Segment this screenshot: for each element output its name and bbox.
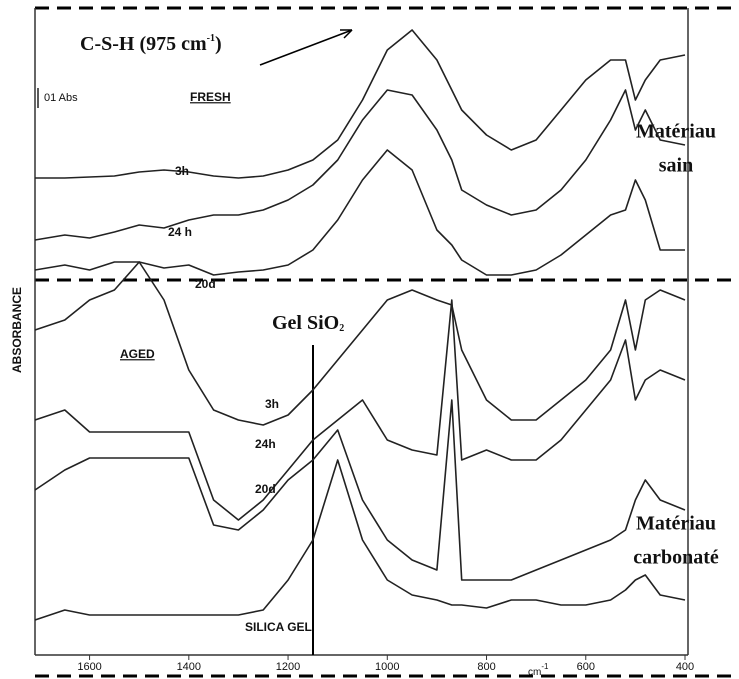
group-label: AGED — [120, 347, 155, 361]
region-label: carbonaté — [633, 547, 719, 569]
spectrum — [34, 399, 686, 581]
arrow-head — [340, 29, 353, 39]
region-label: sain — [659, 155, 693, 177]
series-label: 3h — [265, 397, 279, 411]
x-tick-label: 400 — [676, 661, 694, 673]
scale-label: 01 Abs — [44, 92, 78, 104]
x-tick-label: 600 — [577, 661, 595, 673]
x-tick-label: 1600 — [77, 661, 101, 673]
annotation: Gel SiO2 — [272, 312, 344, 335]
arrow — [259, 29, 353, 66]
series-label: 20d — [195, 277, 216, 291]
spectrum — [34, 149, 685, 276]
group-label: FRESH — [190, 90, 231, 104]
x-unit: cm-1 — [528, 662, 549, 678]
x-tick-label: 1200 — [276, 661, 300, 673]
spectrum — [34, 89, 686, 241]
spectrum — [34, 299, 686, 521]
spectrum — [35, 29, 686, 179]
x-tick-label: 1000 — [375, 661, 399, 673]
series-label: SILICA GEL — [245, 620, 312, 634]
annotation: C-S-H (975 cm-1) — [80, 33, 222, 55]
series-label: 3h — [175, 164, 189, 178]
series-label: 24h — [255, 437, 276, 451]
x-tick-label: 800 — [477, 661, 495, 673]
region-label: Matériau — [636, 121, 716, 143]
spectrum — [34, 459, 686, 621]
region-label: Matériau — [636, 513, 716, 535]
y-label: ABSORBANCE — [10, 287, 24, 373]
series-label: 24 h — [168, 225, 192, 239]
series-label: 20d — [255, 482, 276, 496]
spectrum — [34, 261, 686, 426]
x-tick-label: 1400 — [177, 661, 201, 673]
